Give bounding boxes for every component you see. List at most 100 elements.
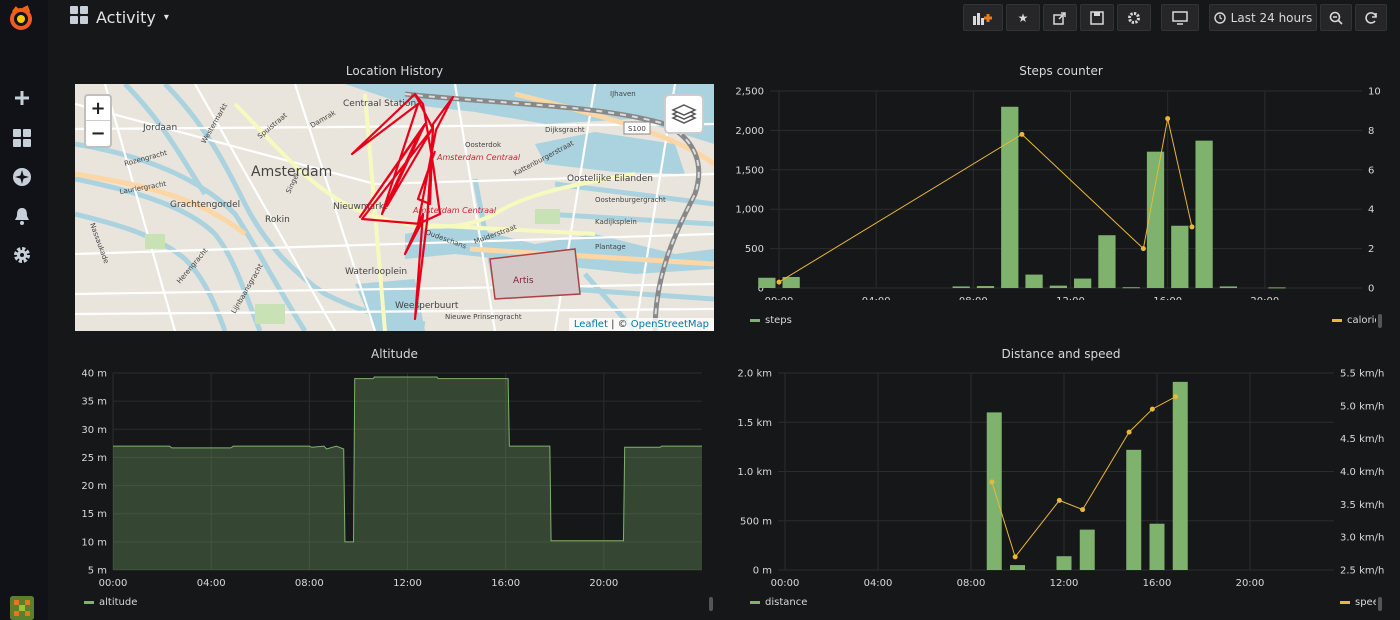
legend-item[interactable]: altitude [84,597,137,608]
map-label: Grachtengordel [170,200,240,210]
altitude-area [113,376,702,570]
distance-bar [1126,449,1142,570]
leaflet-link[interactable]: Leaflet [573,319,608,330]
distance-bar [1010,565,1025,570]
layers-button[interactable] [664,94,704,134]
dashboard-picker[interactable]: Activity ▾ [70,6,169,28]
y2-tick-label: 6 [1368,165,1374,176]
save-icon [1090,10,1104,25]
grafana-logo-icon[interactable] [7,4,35,32]
explore-compass-icon[interactable] [10,165,34,189]
gear-icon[interactable] [10,243,34,267]
legend-label: calorie [1347,315,1376,326]
gear-icon [1128,11,1140,24]
distance-bar [1149,523,1165,570]
legend-item[interactable]: speed [1340,597,1376,608]
distance-speed-chart[interactable]: 0 m 500 m 1.0 km 1.5 km 2.0 km 2.5 km/h 3.0 km… [730,362,1392,594]
map-label: Amsterdam Centraal [412,206,497,215]
steps-bar [1122,287,1140,289]
share-button[interactable] [1043,4,1077,31]
zoom-out-time-button[interactable] [1320,4,1352,31]
osm-link[interactable]: OpenStreetMap [630,319,709,330]
calorie-point [1140,246,1146,252]
legend-item[interactable]: calorie [1332,315,1376,326]
x-tick-label: 00:00 [771,578,800,589]
y2-tick-label: 10 [1368,87,1381,98]
panel-title: Steps counter [1019,64,1103,78]
y-tick-label: 2.0 km [737,369,772,380]
calorie-line [778,118,1193,283]
x-tick-label: 20:00 [1236,578,1265,589]
y-tick-label: 0 m [753,566,772,577]
legend-label: distance [765,597,808,608]
y-tick-label: 2,000 [735,126,764,137]
x-tick-label: 12:00 [393,578,422,589]
x-tick-label: 16:00 [1153,296,1182,300]
refresh-button[interactable] [1355,4,1387,31]
x-tick-label: 04:00 [862,296,891,300]
view-mode-button[interactable] [1161,4,1199,31]
y2-tick-label: 2 [1368,244,1374,255]
share-icon [1053,11,1066,25]
steps-chart[interactable]: 0 500 1,000 1,500 2,000 2,500 0 2 4 6 8 10 00:00 04:0… [730,80,1392,301]
legend-scrollbar[interactable] [709,597,713,611]
map-view[interactable]: Centraal Station Amsterdam Jordaan Grach… [75,84,714,331]
legend-item[interactable]: distance [750,597,807,608]
map-tiles: Centraal Station Amsterdam Jordaan Grach… [75,84,714,331]
x-tick-label: 00:00 [99,578,128,589]
map-label: Centraal Station [343,99,416,109]
map-label: Weesperbuurt [395,301,459,311]
x-tick-label: 16:00 [491,578,520,589]
zoom-out-button[interactable]: − [90,123,106,144]
steps-counter-panel: Steps counter [730,56,1392,338]
steps-bar [1171,225,1189,288]
map-label: Jordaan [142,123,177,133]
settings-button[interactable] [1117,4,1151,31]
map-label: Artis [513,276,534,286]
add-panel-button[interactable] [963,4,1003,31]
time-range-label: Last 24 hours [1230,10,1313,25]
star-button[interactable]: ★ [1006,4,1040,31]
x-tick-label: 12:00 [1056,296,1085,300]
y-tick-label: 500 [745,244,764,255]
time-picker-button[interactable]: Last 24 hours [1209,4,1317,31]
zoom-in-button[interactable]: + [86,96,110,121]
plus-icon[interactable] [10,86,34,110]
calorie-point [776,279,782,285]
dashboard-grid-icon [70,6,88,28]
distance-speed-panel: Distance and speed [730,339,1392,620]
speed-point [1056,497,1062,503]
y-tick-label: 15 m [81,509,107,520]
legend-swatch [1332,319,1342,322]
y2-tick-label: 3.5 km/h [1340,500,1384,511]
y-tick-label: 2,500 [735,87,764,98]
sidebar [0,0,48,620]
altitude-chart[interactable]: 5 m 10 m 15 m 20 m 25 m 30 m 35 m 40 m 00:00 04:0… [62,362,727,594]
legend-swatch [750,601,760,604]
y-tick-label: 500 m [740,516,772,527]
map-label: Plantage [595,243,626,251]
dashboards-icon[interactable] [10,126,34,150]
map-label: Dijksgracht [545,126,585,134]
legend-scrollbar[interactable] [1378,314,1382,328]
legend-swatch [84,601,94,604]
legend-scrollbar[interactable] [1378,597,1382,611]
monitor-icon [1172,10,1188,25]
distance-bar [1056,556,1072,570]
map-label: Oosterdok [465,141,502,149]
star-icon: ★ [1017,10,1029,25]
avatar[interactable] [10,596,34,620]
steps-bar [1195,140,1213,288]
legend-item[interactable]: steps [750,315,792,326]
y-tick-label: 1.0 km [737,467,772,478]
save-button[interactable] [1080,4,1114,31]
map-label: Nieuwmarkt [333,202,388,212]
clock-icon [1213,11,1226,24]
map-label: Oostenburgergracht [595,196,666,204]
y-tick-label: 1.5 km [737,418,772,429]
alerting-bell-icon[interactable] [10,204,34,228]
x-tick-label: 20:00 [589,578,618,589]
speed-point [1012,554,1018,560]
add-panel-icon [973,12,992,25]
y2-tick-label: 4.0 km/h [1340,467,1384,478]
